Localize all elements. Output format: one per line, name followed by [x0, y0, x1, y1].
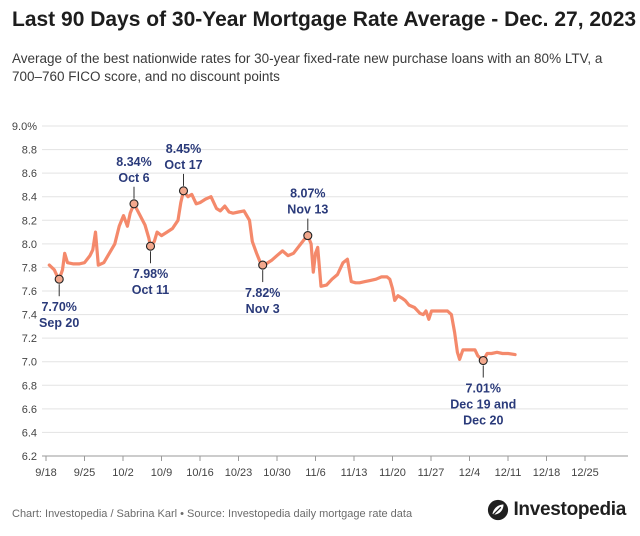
y-tick-label: 8.4: [22, 192, 37, 204]
x-tick-label: 12/25: [571, 467, 599, 479]
x-tick-label: 10/30: [263, 467, 291, 479]
annotation: 8.45% Oct 17: [164, 142, 203, 196]
annotation-marker: [129, 199, 139, 209]
y-tick-label: 8.6: [22, 168, 37, 180]
annotation-value: 7.70%: [41, 300, 76, 314]
annotation-value: 8.45%: [166, 142, 201, 156]
annotation-date: Oct 11: [132, 283, 170, 297]
x-axis-ticks: 9/18 9/25 10/2 10/9 10/16 10/23 10/30 11/6 11/13…: [35, 456, 599, 479]
grid-lines: [42, 125, 628, 433]
annotation-value: 8.07%: [290, 187, 325, 201]
x-tick-label: 12/11: [495, 467, 522, 479]
y-tick-label: 9.0%: [12, 121, 37, 133]
annotations: 7.70% Sep 20 8.34% Oct 6 7.98% Oct 11 8.45% Oct…: [39, 142, 516, 428]
annotation-date: Oct 17: [164, 158, 202, 172]
annotation-date: Dec 19 and: [450, 398, 516, 412]
x-tick-label: 9/18: [35, 467, 56, 479]
investopedia-leaf-icon: [488, 499, 509, 521]
y-tick-label: 8.2: [22, 215, 37, 227]
annotation-marker: [178, 186, 189, 196]
y-tick-label: 7.6: [22, 286, 37, 298]
annotation-marker: [145, 241, 156, 251]
y-tick-label: 7.4: [22, 310, 37, 322]
x-tick-label: 10/23: [225, 467, 253, 479]
annotation-marker: [303, 231, 313, 241]
annotation-value: 7.98%: [133, 267, 168, 281]
annotation: 8.07% Nov 13: [287, 187, 328, 241]
y-tick-label: 8.0: [22, 239, 37, 251]
annotation-date: Dec 20: [463, 414, 503, 428]
chart-title: Last 90 Days of 30-Year Mortgage Rate Av…: [12, 8, 637, 31]
y-tick-label: 7.0: [22, 357, 37, 369]
x-tick-label: 10/16: [186, 467, 214, 479]
x-tick-label: 11/20: [379, 467, 406, 479]
annotation-marker: [54, 274, 64, 284]
x-tick-label: 11/27: [418, 467, 445, 479]
annotation-date: Nov 13: [287, 203, 328, 217]
y-tick-label: 6.2: [22, 451, 37, 463]
annotation: 8.34% Oct 6: [116, 155, 152, 209]
annotation: 7.70% Sep 20: [39, 274, 79, 330]
annotation: 7.01% Dec 19 and Dec 20: [450, 355, 516, 428]
annotation-date: Oct 6: [118, 171, 149, 185]
y-axis-ticks: 6.2 6.4 6.6 6.8 7.0 7.2 7.4 7.6 7.8 8.0 8.2 8.4 8.6 8…: [12, 121, 37, 463]
annotation-value: 7.01%: [466, 382, 501, 396]
annotation: 7.82% Nov 3: [245, 260, 280, 316]
x-tick-label: 12/4: [459, 467, 480, 479]
y-tick-label: 6.8: [22, 380, 37, 392]
annotation-date: Nov 3: [246, 302, 280, 316]
y-tick-label: 7.2: [22, 333, 37, 345]
annotation-value: 7.82%: [245, 286, 280, 300]
x-tick-label: 10/2: [112, 467, 133, 479]
y-tick-label: 6.6: [22, 404, 37, 416]
annotation-marker: [258, 260, 268, 270]
x-tick-label: 11/13: [341, 467, 368, 479]
y-tick-label: 8.8: [22, 145, 37, 157]
x-tick-label: 10/9: [151, 467, 172, 479]
x-tick-label: 9/25: [74, 467, 95, 479]
series-line-mortgage-rate: [47, 189, 517, 363]
investopedia-logo[interactable]: Investopedia: [487, 499, 626, 521]
logo-text: Investopedia: [513, 499, 626, 520]
annotation-date: Sep 20: [39, 316, 79, 330]
annotation-marker: [478, 355, 488, 366]
x-tick-label: 11/6: [305, 467, 326, 479]
chart-subtitle: Average of the best nationwide rates for…: [12, 51, 603, 84]
footer-source: Chart: Investopedia / Sabrina Karl • Sou…: [12, 508, 413, 520]
annotation-value: 8.34%: [116, 155, 151, 169]
y-tick-label: 7.8: [22, 262, 37, 274]
y-tick-label: 6.4: [22, 427, 37, 439]
annotation: 7.98% Oct 11: [132, 241, 170, 297]
x-tick-label: 12/18: [533, 467, 561, 479]
